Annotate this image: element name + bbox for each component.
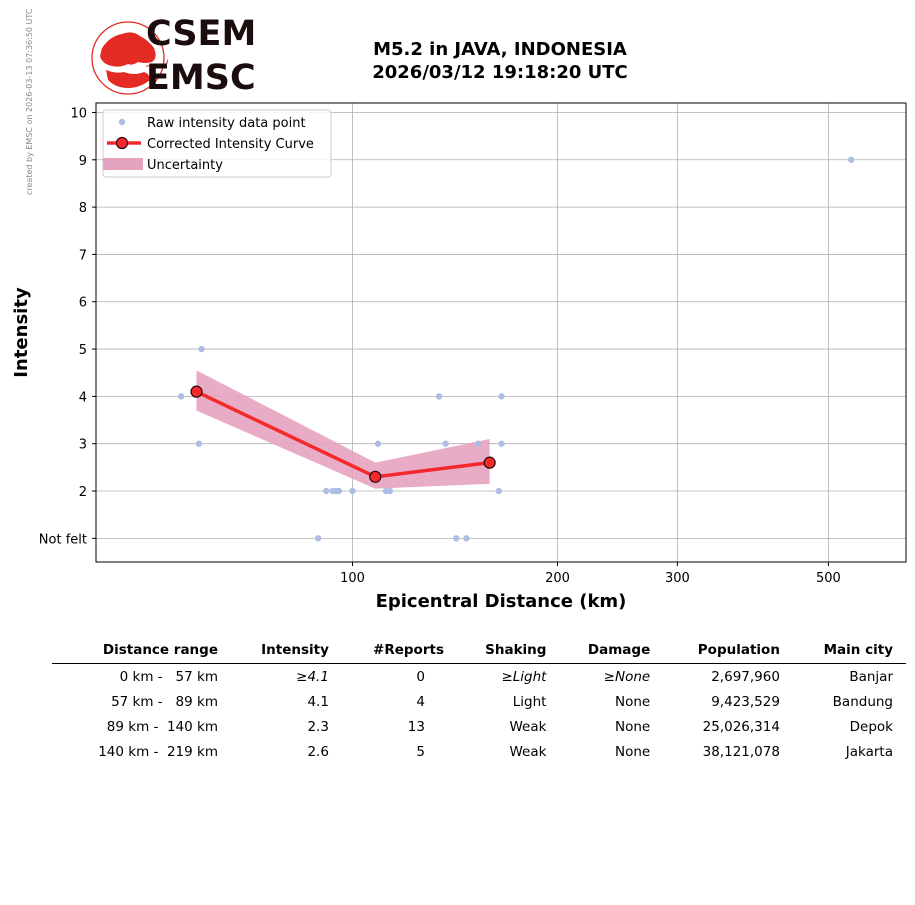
raw-point (475, 440, 482, 447)
y-tick-label: 10 (70, 106, 87, 121)
y-tick-label: 4 (79, 390, 87, 405)
raw-point (314, 535, 322, 542)
y-tick-label: 2 (79, 485, 87, 500)
raw-point (435, 393, 443, 400)
column-header: Population (663, 640, 793, 664)
y-axis-label: Intensity (11, 287, 32, 378)
table-cell: ≥None (603, 668, 651, 685)
y-tick-label: 6 (79, 296, 87, 311)
table-cell: 4 (416, 693, 425, 710)
table-cell: 9,423,529 (711, 693, 780, 710)
x-tick-label: 100 (340, 571, 365, 586)
y-tick-label: 8 (79, 201, 87, 216)
intensity-summary-table: Distance range Intensity #Reports Shaking Da… (52, 640, 906, 764)
legend-box (102, 109, 332, 178)
table-cell: 5 (416, 743, 425, 760)
uncertainty-band (196, 370, 490, 489)
table-row: 57 km - 89 km 4.1 4 Light None 9,423,529 Bandu… (52, 689, 906, 714)
raw-point (374, 440, 382, 447)
table-cell: Banjar (849, 668, 893, 685)
globe-icon (91, 21, 168, 95)
table-cell: 2.3 (307, 718, 329, 735)
raw-point (335, 487, 343, 495)
y-tick-label: 7 (79, 248, 87, 263)
column-header: Distance range (52, 640, 231, 664)
x-tick-label: 300 (665, 571, 690, 586)
table-cell: None (614, 693, 651, 710)
column-header: Main city (792, 640, 906, 664)
intensity-distance-chart: 100 200 300 500 Not felt 2 3 4 5 6 7 8 9 10 Epicentral… (11, 102, 907, 612)
chart-legend: Raw intensity data point Corrected Intens… (102, 109, 332, 178)
table-cell: 13 (407, 718, 425, 735)
table-cell: 0 km - 57 km (119, 668, 218, 685)
table-cell: Weak (509, 743, 547, 760)
table-cell: None (614, 718, 651, 735)
raw-points (177, 156, 855, 542)
table-cell: 140 km - 219 km (98, 743, 218, 760)
raw-point (495, 487, 502, 495)
logo-text-emsc: EMSC (146, 58, 256, 98)
table-cell: 89 km - 140 km (106, 718, 218, 735)
table-row: 0 km - 57 km ≥4.1 0 ≥Light ≥None 2,697,960 Ban… (52, 664, 906, 690)
raw-point (453, 535, 460, 542)
table-row: 89 km - 140 km 2.3 13 Weak None 25,026,314 Dep… (52, 714, 906, 739)
curve-point (483, 456, 496, 469)
logo-text-csem: CSEM (146, 14, 257, 54)
table-body: 0 km - 57 km ≥4.1 0 ≥Light ≥None 2,697,960 Ban… (52, 664, 906, 765)
raw-point (463, 535, 470, 542)
y-tick-label: Not felt (39, 532, 87, 547)
table-cell: 57 km - 89 km (111, 693, 218, 710)
y-tick-label: 5 (79, 343, 87, 358)
table-cell: ≥Light (501, 668, 547, 685)
raw-point (177, 393, 185, 400)
column-header: Intensity (231, 640, 342, 664)
legend-entry: Corrected Intensity Curve (147, 137, 314, 152)
table-cell: Bandung (832, 693, 893, 710)
legend-entry: Uncertainty (147, 158, 223, 173)
table-cell: 2,697,960 (711, 668, 780, 685)
raw-point (195, 440, 203, 447)
y-tick-label: 3 (79, 438, 87, 453)
legend-curve-marker (115, 136, 129, 150)
x-axis-label: Epicentral Distance (km) (376, 591, 627, 612)
table-cell: 0 (416, 668, 425, 685)
curve-point (190, 385, 203, 398)
table-cell: 4.1 (307, 693, 329, 710)
table-row: 140 km - 219 km 2.6 5 Weak None 38,121,078 Jak… (52, 739, 906, 764)
curve-point (369, 470, 382, 483)
column-header: #Reports (341, 640, 457, 664)
column-header: Shaking (456, 640, 560, 664)
legend-raw-marker (118, 118, 126, 126)
chart-subtitle: 2026/03/12 19:18:20 UTC (372, 62, 628, 83)
raw-point (847, 156, 855, 163)
raw-point (323, 487, 330, 495)
legend-entry: Raw intensity data point (147, 116, 306, 131)
chart-title: M5.2 in JAVA, INDONESIA (373, 39, 627, 60)
table-cell: Light (512, 693, 547, 710)
table-header-row: Distance range Intensity #Reports Shaking Da… (52, 640, 906, 664)
x-tick-label: 200 (545, 571, 570, 586)
raw-point (498, 440, 505, 447)
table-cell: Weak (509, 718, 547, 735)
plot-frame (95, 102, 907, 563)
table-cell: Jakarta (845, 743, 893, 760)
csem-emsc-logo: CSEM EMSC (88, 14, 258, 100)
raw-point (386, 487, 394, 495)
table-cell: 2.6 (307, 743, 329, 760)
raw-point (198, 345, 205, 353)
table-cell: 38,121,078 (702, 743, 780, 760)
chart-header: M5.2 in JAVA, INDONESIA 2026/03/12 19:18… (300, 38, 700, 84)
y-tick-label: 9 (79, 154, 87, 169)
raw-point (349, 487, 356, 495)
raw-point (442, 440, 449, 447)
x-tick-label: 500 (816, 571, 841, 586)
table-cell: ≥4.1 (296, 668, 329, 685)
table-cell: Depok (849, 718, 893, 735)
table-cell: 25,026,314 (702, 718, 780, 735)
column-header: Damage (559, 640, 664, 664)
table-cell: None (614, 743, 651, 760)
raw-point (498, 393, 505, 400)
legend-band-swatch (103, 158, 143, 170)
